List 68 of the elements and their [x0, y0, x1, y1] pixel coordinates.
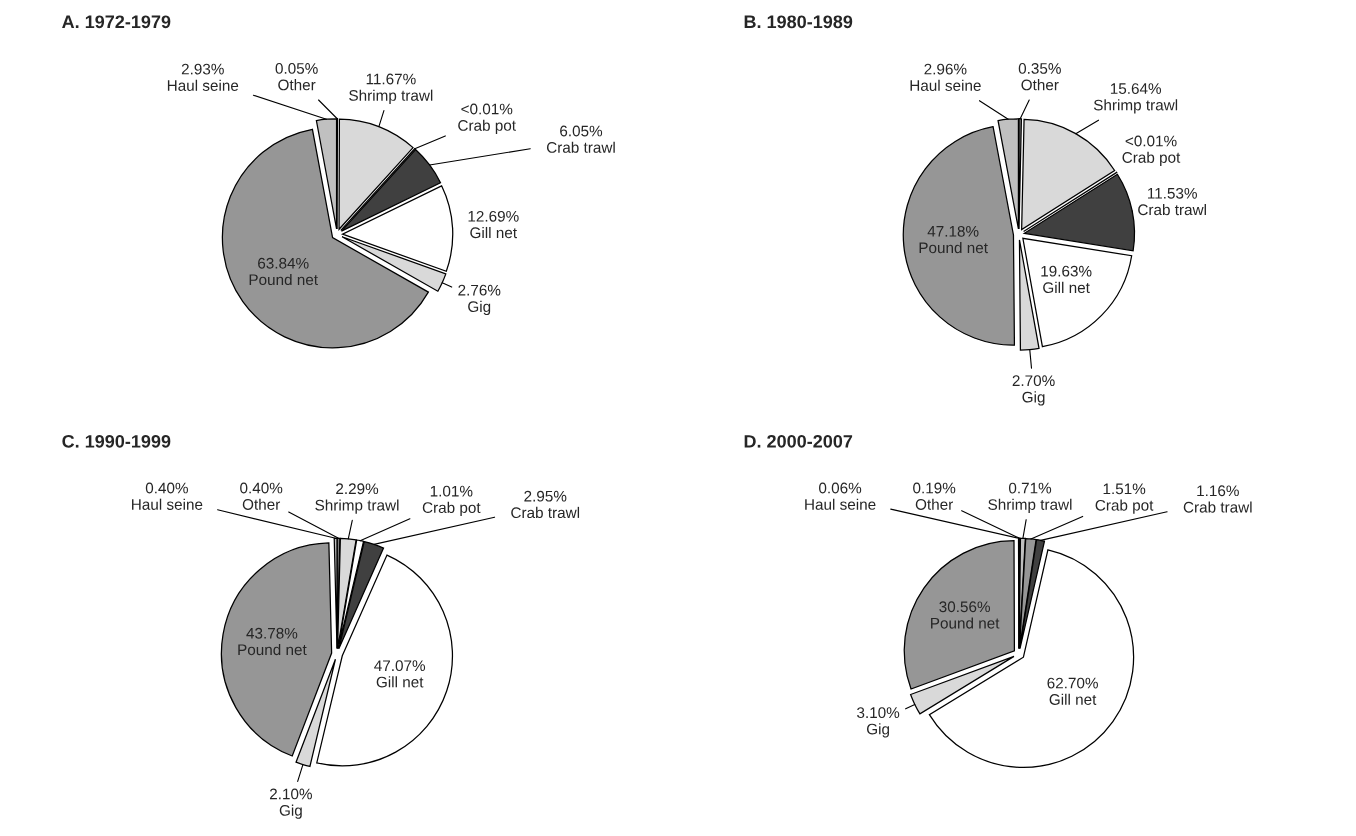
data-label: 2.70% — [1012, 375, 1055, 387]
data-label: 11.67% — [366, 73, 416, 85]
slice-label: Haul seine — [910, 79, 981, 91]
slice-label: Other — [915, 498, 954, 510]
data-label: 0.35% — [1018, 63, 1061, 74]
slice-label: Pound net — [931, 617, 1000, 629]
data-label: 0.19% — [913, 482, 956, 494]
data-label: 1.01% — [430, 485, 473, 497]
slice-label: Crab pot — [1095, 499, 1154, 514]
slice-label: Haul seine — [805, 498, 876, 510]
slice-label: Gill net — [1043, 281, 1090, 294]
slice-label: Other — [278, 79, 316, 91]
slice-label: Gig — [866, 723, 889, 738]
slice-label: Gill net — [376, 676, 424, 688]
slice-label: Other — [242, 498, 281, 510]
slice-label: Other — [1021, 79, 1059, 91]
slice-label: Pound net — [919, 241, 988, 254]
slice-label: Crab trawl — [511, 506, 580, 519]
data-label: 63.84% — [258, 257, 309, 269]
slice-label: Crab trawl — [546, 141, 615, 153]
data-label: 62.70% — [1047, 677, 1098, 689]
data-label: 2.76% — [458, 284, 501, 296]
legend-label: Crab trawl — [1138, 203, 1206, 216]
slice-label: Haul seine — [132, 498, 203, 510]
data-label: 1.16% — [1197, 485, 1239, 497]
slice-label: Gig — [468, 300, 491, 316]
slice-label: Gig — [1022, 391, 1045, 406]
data-label: 15.64% — [1110, 83, 1162, 95]
data-label: 2.93% — [181, 63, 224, 75]
slice-label: Shrimp trawl — [349, 89, 433, 104]
slice-label: Gill net — [1049, 693, 1097, 705]
slice-label: Pound net — [249, 273, 318, 286]
slice-label: Shrimp trawl — [315, 499, 399, 514]
data-label: 3.10% — [857, 707, 900, 719]
chart-title: C. 1990-1999 — [62, 434, 171, 448]
data-label: 0.40% — [240, 482, 283, 494]
data-label: 47.18% — [927, 225, 979, 237]
slice-label: Gig — [279, 804, 302, 819]
data-label: 47.07% — [374, 660, 426, 672]
data-label: 19.63% — [1041, 265, 1092, 277]
slice-label: Crab pot — [1122, 151, 1181, 166]
chart-title: B. 1980-1989 — [744, 15, 853, 29]
data-label: 2.96% — [924, 63, 967, 75]
slice-label: Crab trawl — [1183, 501, 1252, 513]
data-label: 0.06% — [819, 482, 862, 494]
slice-label: Haul seine — [167, 79, 239, 91]
data-label: 0.05% — [275, 63, 318, 74]
slice-label: Shrimp trawl — [1093, 99, 1178, 114]
slice-label: Crab pot — [422, 501, 481, 517]
data-label: 1.51% — [1103, 483, 1146, 495]
data-label: 11.53% — [1148, 187, 1197, 199]
data-label: <0.01% — [461, 103, 513, 115]
data-label: 6.05% — [560, 125, 603, 137]
slice-label: Pound net — [238, 643, 307, 656]
chart-title: D. 2000-2007 — [744, 434, 853, 448]
data-label: 43.78% — [246, 627, 298, 639]
chart-title: A. 1972-1979 — [62, 15, 171, 29]
data-label: 2.10% — [269, 788, 312, 800]
legend-label: Gill net — [470, 226, 517, 239]
data-label: <0.01% — [1125, 135, 1177, 147]
data-label: 12.69% — [468, 210, 519, 222]
slice-label: Shrimp trawl — [988, 498, 1072, 513]
slice-label: Crab pot — [458, 119, 516, 134]
data-label: 0.71% — [1008, 482, 1052, 494]
data-label: 2.29% — [336, 483, 379, 495]
data-label: 30.56% — [939, 601, 990, 613]
data-label: 2.95% — [524, 490, 567, 502]
data-label: 0.40% — [145, 482, 188, 494]
